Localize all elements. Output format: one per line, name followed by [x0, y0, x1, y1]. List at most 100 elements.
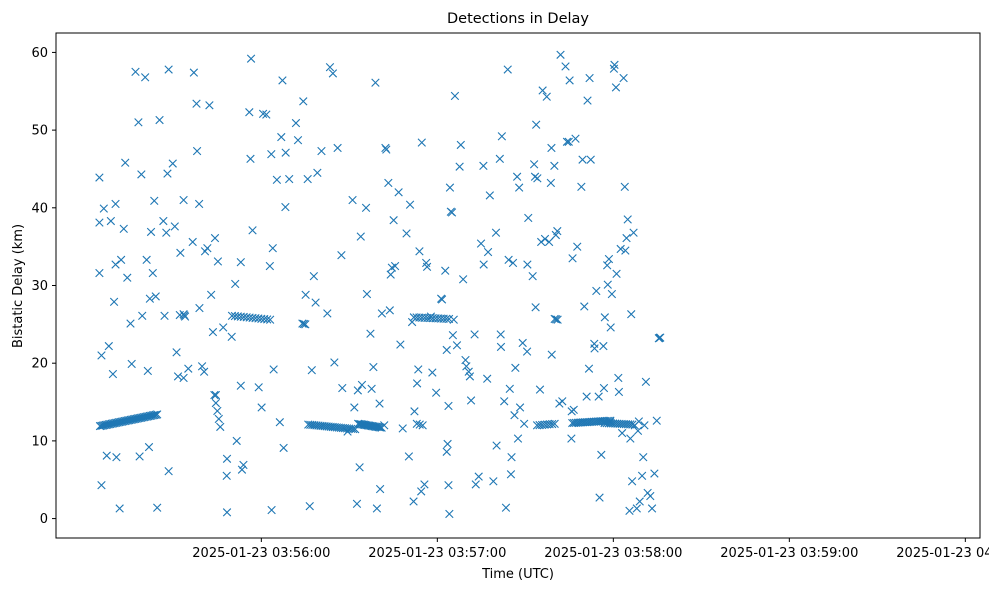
data-point	[192, 99, 201, 108]
data-point	[151, 292, 160, 301]
data-point	[441, 266, 450, 275]
data-point	[150, 410, 159, 420]
data-point	[179, 373, 188, 383]
data-point	[437, 295, 447, 304]
data-point	[619, 73, 628, 83]
data-point	[442, 345, 451, 355]
data-point	[474, 472, 483, 481]
data-point	[568, 254, 577, 263]
data-point	[352, 499, 362, 509]
data-point	[248, 226, 257, 235]
data-point	[489, 477, 498, 486]
data-point	[627, 477, 637, 486]
data-point	[162, 228, 171, 237]
data-point	[143, 366, 153, 376]
data-point	[483, 374, 492, 383]
data-point	[362, 289, 372, 299]
data-point	[418, 421, 427, 430]
data-point	[510, 411, 519, 420]
data-point	[390, 261, 400, 271]
data-point	[194, 199, 204, 209]
data-point	[164, 466, 173, 476]
data-point	[417, 138, 426, 147]
data-point	[146, 227, 156, 237]
data-point	[550, 419, 559, 428]
data-point	[404, 452, 414, 461]
data-point	[97, 480, 106, 490]
data-point	[585, 73, 594, 83]
data-point	[386, 270, 395, 279]
data-point	[99, 204, 109, 213]
data-point	[121, 158, 130, 167]
data-point	[515, 403, 525, 412]
data-point	[623, 215, 632, 224]
data-point	[412, 379, 422, 388]
y-tick-label: 30	[31, 279, 48, 294]
data-point	[303, 174, 312, 184]
data-point	[361, 203, 371, 212]
data-point	[632, 504, 641, 513]
data-point	[211, 398, 221, 408]
data-point	[214, 414, 223, 424]
data-point	[625, 506, 634, 515]
data-point	[415, 420, 424, 429]
data-point	[170, 222, 179, 231]
data-point	[417, 487, 426, 496]
data-point	[577, 182, 586, 192]
data-point	[470, 330, 479, 339]
data-point	[199, 367, 209, 376]
data-point	[104, 341, 113, 351]
data-point	[291, 118, 301, 128]
data-point	[398, 424, 407, 433]
data-point	[285, 174, 294, 184]
data-point	[396, 340, 405, 349]
data-point	[476, 239, 486, 248]
data-point	[442, 447, 451, 456]
data-point	[160, 311, 169, 320]
data-point	[216, 422, 225, 432]
data-point	[492, 441, 501, 450]
data-point	[111, 199, 120, 209]
data-point	[267, 505, 276, 515]
data-point	[431, 388, 441, 397]
data-point	[513, 434, 523, 443]
data-point	[164, 65, 173, 74]
data-point	[115, 504, 124, 513]
data-point	[382, 145, 391, 154]
data-point	[505, 384, 514, 394]
data-point	[611, 83, 621, 92]
data-point	[108, 369, 118, 379]
data-point	[546, 178, 556, 188]
data-point	[309, 271, 319, 281]
data-point	[281, 148, 290, 157]
data-point	[140, 73, 150, 82]
data-point	[550, 314, 559, 324]
data-point	[603, 280, 612, 289]
data-point	[547, 419, 557, 429]
data-point	[97, 351, 106, 360]
data-point	[106, 216, 116, 226]
data-point	[503, 65, 512, 74]
data-point	[639, 453, 648, 462]
data-point	[647, 504, 657, 513]
data-point	[497, 132, 507, 141]
x-tick-label: 2025-01-23 03:57:00	[368, 546, 506, 561]
data-point	[325, 62, 335, 72]
data-point	[491, 228, 501, 237]
data-point	[375, 484, 385, 494]
data-point	[569, 405, 578, 414]
data-point	[267, 150, 276, 159]
data-point	[168, 159, 177, 168]
data-point	[599, 341, 608, 351]
data-point	[239, 460, 248, 470]
data-point	[583, 96, 592, 105]
data-point	[376, 423, 385, 432]
data-point	[592, 286, 601, 296]
data-point	[281, 202, 290, 212]
data-point	[330, 358, 339, 367]
data-point	[447, 208, 457, 217]
data-point	[556, 50, 565, 59]
data-point	[137, 170, 146, 179]
data-point	[372, 504, 382, 513]
